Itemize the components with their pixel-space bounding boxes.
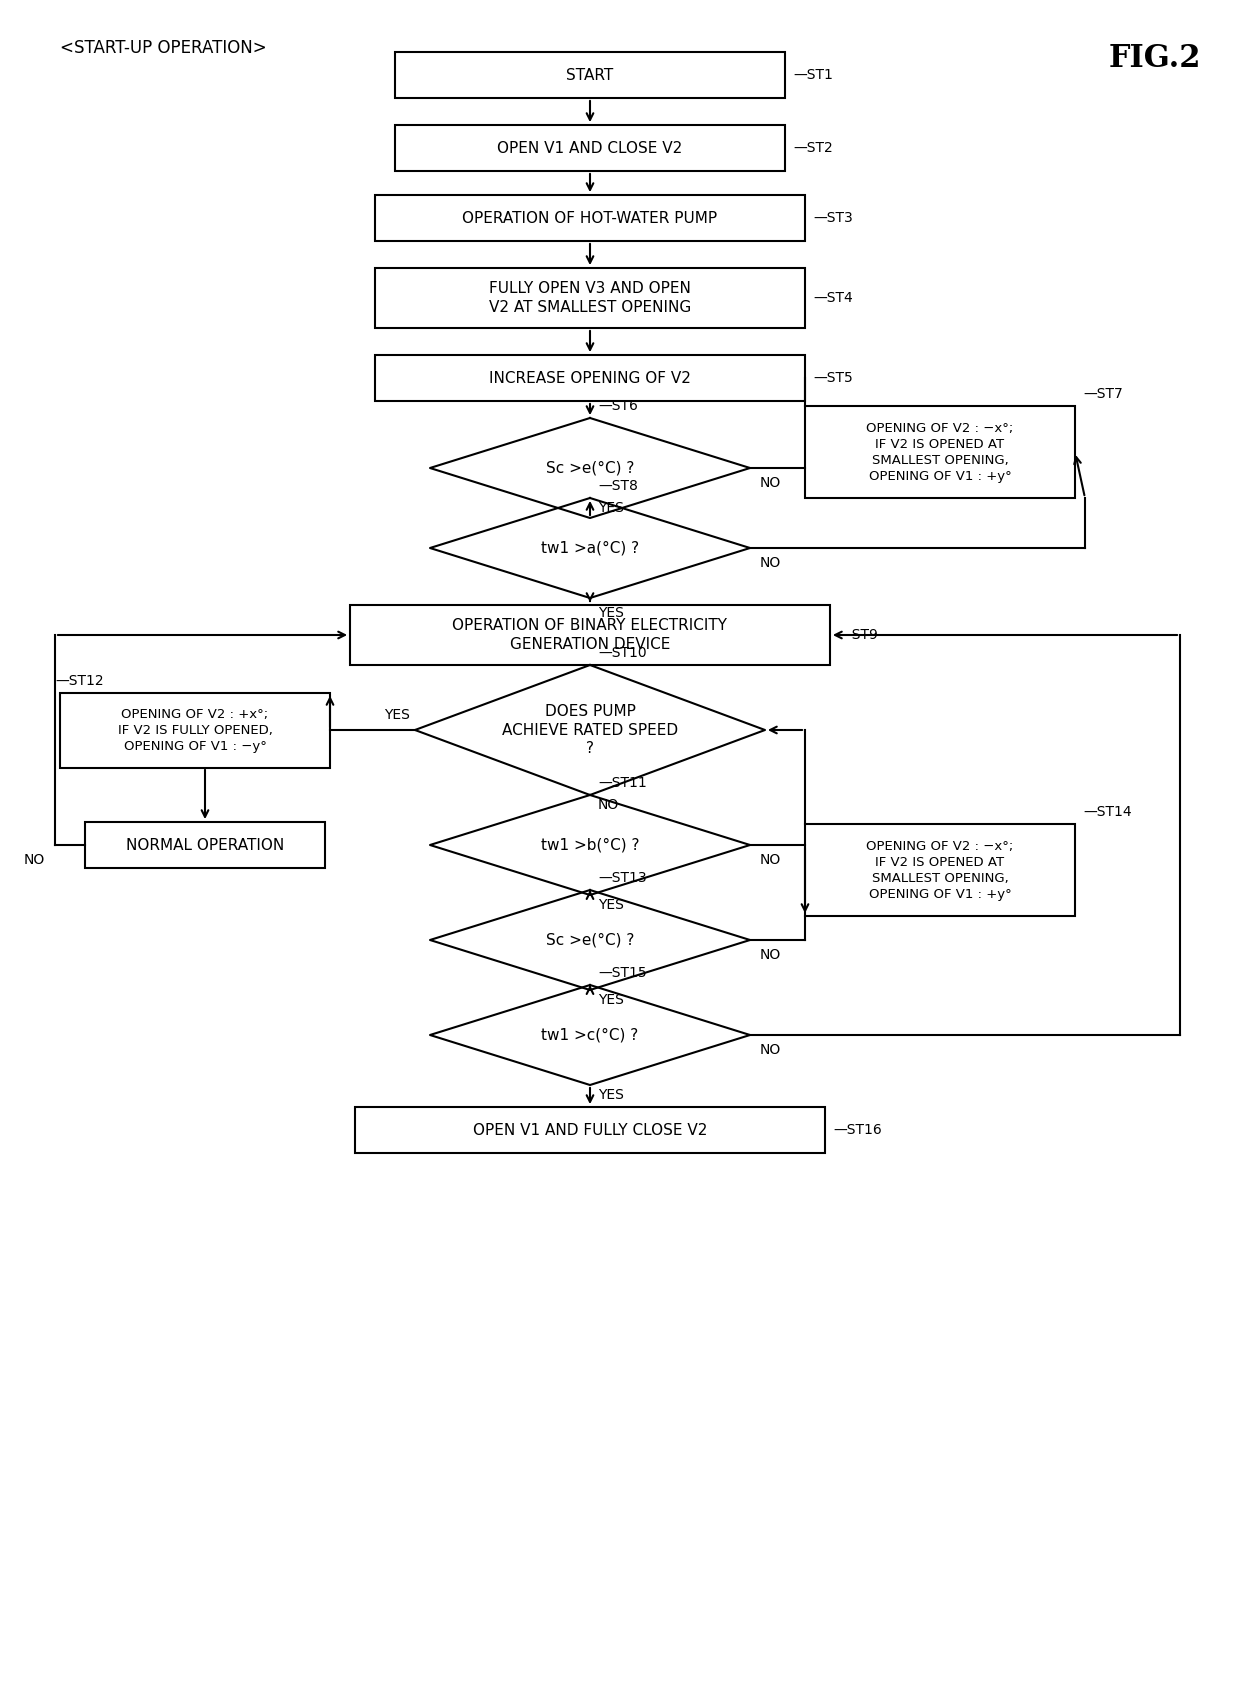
Text: —ST8: —ST8 (598, 479, 637, 493)
Text: OPEN V1 AND CLOSE V2: OPEN V1 AND CLOSE V2 (497, 141, 683, 156)
Text: YES: YES (384, 708, 410, 722)
Text: NO: NO (760, 556, 781, 569)
Text: —ST4: —ST4 (813, 291, 853, 305)
Text: —ST15: —ST15 (598, 966, 646, 981)
Text: OPENING OF V2 : +x°;
IF V2 IS FULLY OPENED,
OPENING OF V1 : −y°: OPENING OF V2 : +x°; IF V2 IS FULLY OPEN… (118, 708, 273, 752)
Text: tw1 >b(°C) ?: tw1 >b(°C) ? (541, 837, 640, 852)
Text: —ST13: —ST13 (598, 871, 646, 884)
Bar (355, 1106, 825, 1154)
Text: YES: YES (598, 501, 624, 515)
Bar (374, 268, 805, 329)
Text: —ST6: —ST6 (598, 400, 637, 413)
Text: —ST7: —ST7 (1083, 386, 1122, 401)
Text: tw1 >c(°C) ?: tw1 >c(°C) ? (542, 1028, 639, 1042)
Text: —ST2: —ST2 (794, 141, 833, 154)
Text: —ST5: —ST5 (813, 371, 853, 385)
Text: OPERATION OF HOT-WATER PUMP: OPERATION OF HOT-WATER PUMP (463, 210, 718, 225)
Bar (396, 53, 785, 98)
Text: —ST16: —ST16 (833, 1123, 882, 1137)
Text: —ST10: —ST10 (598, 645, 646, 661)
Text: NORMAL OPERATION: NORMAL OPERATION (126, 837, 284, 852)
Text: OPEN V1 AND FULLY CLOSE V2: OPEN V1 AND FULLY CLOSE V2 (472, 1123, 707, 1137)
Text: tw1 >a(°C) ?: tw1 >a(°C) ? (541, 540, 639, 556)
Bar (396, 125, 785, 171)
Text: FIG.2: FIG.2 (1109, 42, 1202, 73)
Bar (374, 195, 805, 241)
Text: NO: NO (760, 1044, 781, 1057)
Text: INCREASE OPENING OF V2: INCREASE OPENING OF V2 (489, 371, 691, 386)
Text: —ST14: —ST14 (1083, 805, 1132, 818)
Bar (86, 822, 325, 867)
Text: OPERATION OF BINARY ELECTRICITY
GENERATION DEVICE: OPERATION OF BINARY ELECTRICITY GENERATI… (453, 618, 728, 652)
Text: OPENING OF V2 : −x°;
IF V2 IS OPENED AT
SMALLEST OPENING,
OPENING OF V1 : +y°: OPENING OF V2 : −x°; IF V2 IS OPENED AT … (867, 840, 1013, 901)
Text: NO: NO (760, 476, 781, 490)
Text: NO: NO (24, 854, 45, 867)
Bar (60, 693, 330, 767)
Text: <START-UP OPERATION>: <START-UP OPERATION> (60, 39, 267, 58)
Text: OPENING OF V2 : −x°;
IF V2 IS OPENED AT
SMALLEST OPENING,
OPENING OF V1 : +y°: OPENING OF V2 : −x°; IF V2 IS OPENED AT … (867, 422, 1013, 483)
Text: NO: NO (598, 798, 619, 811)
Text: YES: YES (598, 606, 624, 620)
Text: NO: NO (760, 949, 781, 962)
Text: Sc >e(°C) ?: Sc >e(°C) ? (546, 932, 634, 947)
Bar (805, 823, 1075, 916)
Text: —ST1: —ST1 (794, 68, 833, 81)
Text: —ST11: —ST11 (598, 776, 647, 789)
Text: —ST3: —ST3 (813, 212, 853, 225)
Text: YES: YES (598, 993, 624, 1006)
Text: Sc >e(°C) ?: Sc >e(°C) ? (546, 461, 634, 476)
Text: FULLY OPEN V3 AND OPEN
V2 AT SMALLEST OPENING: FULLY OPEN V3 AND OPEN V2 AT SMALLEST OP… (489, 281, 691, 315)
Bar (805, 407, 1075, 498)
Text: NO: NO (760, 854, 781, 867)
Text: —ST9: —ST9 (838, 628, 878, 642)
Text: —ST12: —ST12 (55, 674, 104, 688)
Text: DOES PUMP
ACHIEVE RATED SPEED
?: DOES PUMP ACHIEVE RATED SPEED ? (502, 705, 678, 756)
Text: YES: YES (598, 1088, 624, 1103)
Text: START: START (567, 68, 614, 83)
Bar (374, 356, 805, 401)
Bar (350, 605, 830, 666)
Text: YES: YES (598, 898, 624, 911)
